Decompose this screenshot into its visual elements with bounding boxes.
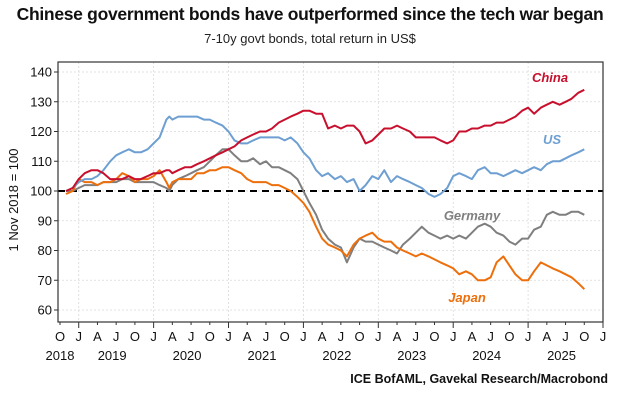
x-month-label: J [75,329,82,344]
x-month-label: J [487,329,494,344]
series-line-japan [65,166,586,290]
x-year-label: 2022 [322,348,351,363]
y-axis: 60 70 80 90 100 110 120 130 140 [30,65,58,318]
x-year-label: 2019 [98,348,127,363]
x-month-label: O [579,329,589,344]
x-month-label: O [130,329,140,344]
x-month-label: J [562,329,569,344]
y-tick-label: 100 [30,184,52,199]
x-month-label: A [542,329,551,344]
chart-subtitle: 7-10y govt bonds, total return in US$ [204,31,416,46]
x-year-label: 2023 [397,348,426,363]
x-month-label: A [393,329,402,344]
x-month-label: J [300,329,307,344]
x-month-label: J [150,329,157,344]
series-line-us [65,115,585,198]
x-month-label: A [243,329,252,344]
x-month-label: A [93,329,102,344]
x-year-label: 2018 [46,348,75,363]
series-labels: China US Germany Japan [444,70,568,305]
y-tick-label: 70 [38,273,52,288]
x-month-label: A [468,329,477,344]
x-year-label: 2025 [547,348,576,363]
x-month-label: O [504,329,514,344]
x-month-label: O [55,329,65,344]
series-label-china: China [532,70,568,85]
y-axis-label: 1 Nov 2018 = 100 [6,149,21,252]
gridlines [58,62,604,322]
y-tick-label: 140 [30,65,52,80]
x-month-label: J [263,329,270,344]
y-tick-label: 120 [30,124,52,139]
y-tick-label: 60 [38,303,52,318]
chart-title: Chinese government bonds have outperform… [16,4,604,24]
x-month-label: O [205,329,215,344]
series-label-us: US [543,132,561,147]
series-line-germany [66,148,585,264]
y-tick-label: 90 [38,213,52,228]
x-month-label: J [600,329,607,344]
series-lines [65,88,586,290]
x-month-label: O [280,329,290,344]
x-month-label: J [450,329,457,344]
y-tick-label: 80 [38,243,52,258]
plot-frame [57,61,604,323]
y-tick-label: 130 [30,94,52,109]
x-month-label: J [413,329,420,344]
x-month-label: J [525,329,532,344]
x-month-label: A [168,329,177,344]
x-year-label: 2020 [173,348,202,363]
series-label-germany: Germany [444,208,501,223]
x-year-label: 2021 [248,348,277,363]
source-note: ICE BofAML, Gavekal Research/Macrobond [350,372,608,386]
x-year-label: 2024 [472,348,501,363]
x-month-label: J [375,329,382,344]
x-month-label: J [225,329,232,344]
x-month-label: O [355,329,365,344]
x-month-label: J [188,329,195,344]
y-tick-label: 110 [31,154,52,169]
x-month-label: A [318,329,327,344]
x-month-label: O [429,329,439,344]
series-line-china [65,88,585,192]
series-label-japan: Japan [448,290,486,305]
x-month-label: J [113,329,120,344]
x-month-label: J [338,329,345,344]
